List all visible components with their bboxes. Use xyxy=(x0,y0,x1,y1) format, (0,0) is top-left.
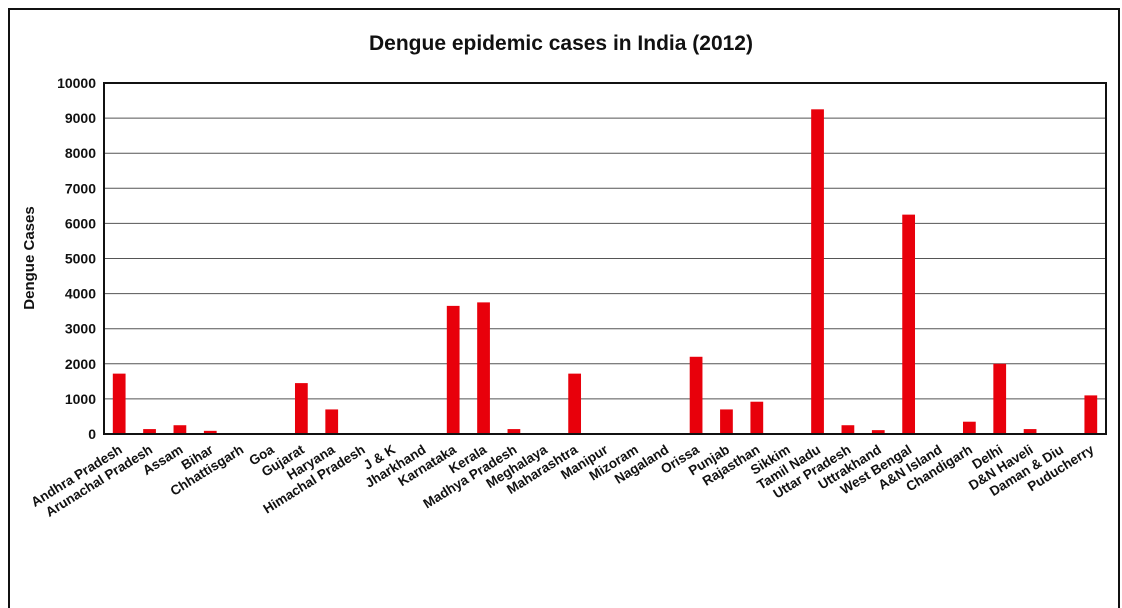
bar xyxy=(962,421,976,434)
bar xyxy=(750,401,764,434)
y-tick-label: 7000 xyxy=(65,180,96,196)
bar xyxy=(203,430,217,434)
bar xyxy=(811,109,824,434)
y-axis-label: Dengue Cases xyxy=(21,206,38,309)
bar xyxy=(871,430,885,434)
gridlines xyxy=(104,117,1106,400)
bar xyxy=(720,409,733,434)
bar xyxy=(112,373,126,434)
bar xyxy=(1084,395,1098,434)
bar xyxy=(993,363,1007,434)
bar xyxy=(902,214,916,435)
bar xyxy=(143,429,156,434)
chart-frame xyxy=(8,8,1120,608)
bar xyxy=(1023,429,1037,434)
y-tick-labels: 0 1000 2000 3000 4000 5000 6000 7000 8000 9000 100… xyxy=(57,75,96,442)
y-tick-label: 10000 xyxy=(57,75,96,91)
y-tick-label: 2000 xyxy=(65,356,96,372)
y-tick-label: 1000 xyxy=(65,391,96,407)
y-tick-label: 3000 xyxy=(65,321,96,337)
y-tick-label: 4000 xyxy=(65,286,96,302)
bar xyxy=(446,305,460,434)
plot-area-border xyxy=(103,82,1107,435)
y-tick-label: 8000 xyxy=(65,145,96,161)
bar xyxy=(477,302,490,435)
bar xyxy=(325,409,339,434)
bar xyxy=(173,425,187,434)
y-tick-label: 0 xyxy=(88,426,96,442)
y-tick-label: 6000 xyxy=(65,215,96,231)
bar xyxy=(568,373,582,434)
bar xyxy=(689,356,703,434)
chart: Dengue epidemic cases in India (2012) De… xyxy=(21,32,1107,520)
y-tick-label: 5000 xyxy=(65,251,96,267)
bar xyxy=(294,383,308,434)
bars xyxy=(112,109,1098,435)
chart-title: Dengue epidemic cases in India (2012) xyxy=(369,32,753,55)
bar xyxy=(841,425,855,434)
bar xyxy=(507,429,521,434)
y-tick-label: 9000 xyxy=(65,110,96,126)
